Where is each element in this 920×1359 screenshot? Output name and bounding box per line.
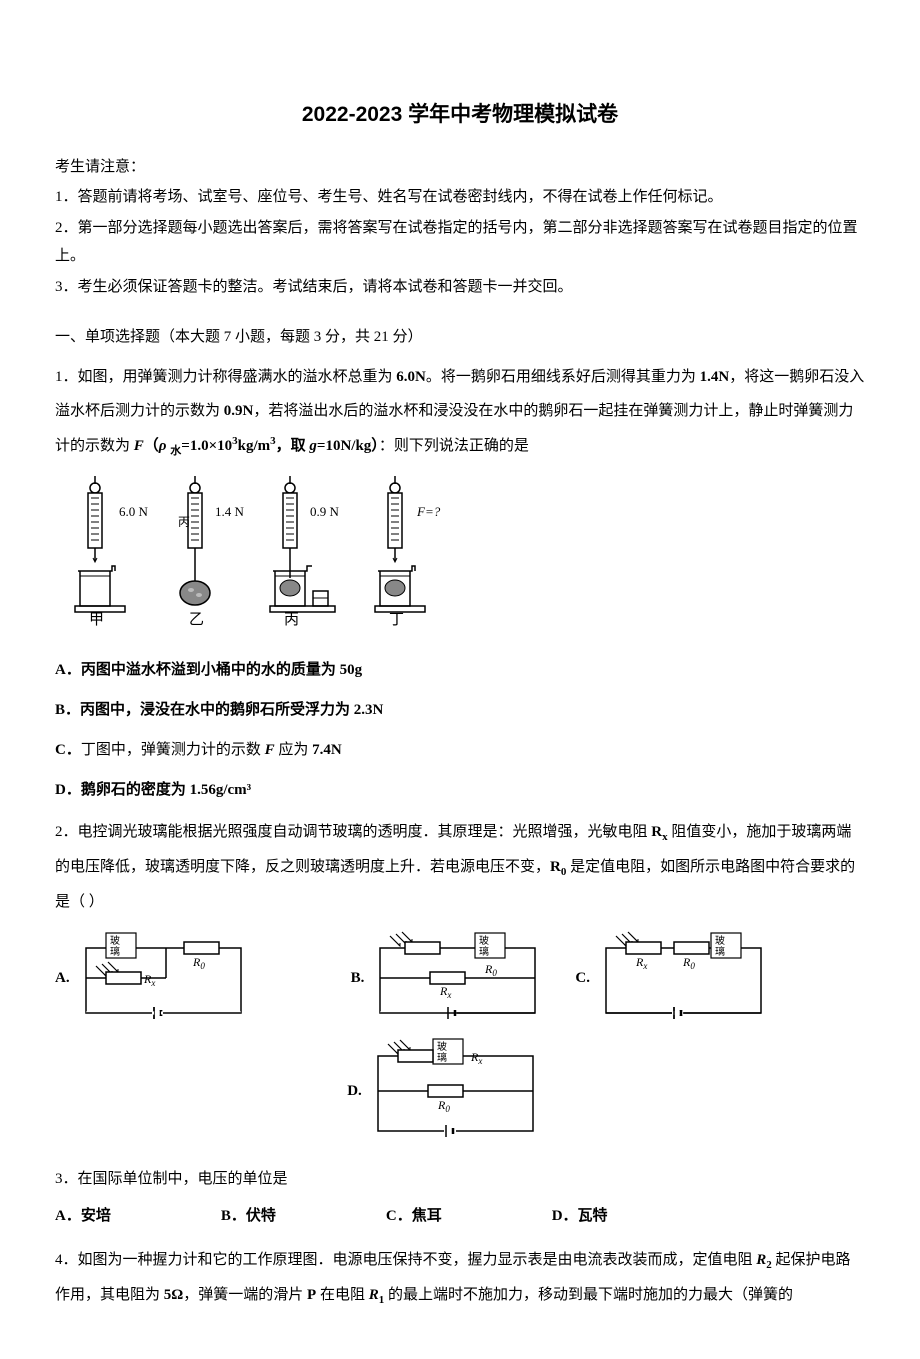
svg-text:丙: 丙	[284, 612, 299, 626]
q1-option-a: A．丙图中溢水杯溢到小桶中的水的质量为 50g	[55, 655, 865, 685]
notice-2: 2．第一部分选择题每小题选出答案后，需将答案写在试卷指定的括号内，第二部分非选择…	[55, 214, 865, 271]
q2-circuit-row-d: D. 玻 璃 Rx R0	[55, 1036, 865, 1146]
svg-text:玻: 玻	[437, 1040, 447, 1053]
svg-text:甲: 甲	[89, 612, 104, 626]
section-1-header: 一、单项选择题（本大题 7 小题，每题 3 分，共 21 分）	[55, 323, 865, 352]
svg-text:6.0 N: 6.0 N	[119, 504, 149, 519]
svg-text:璃: 璃	[479, 945, 489, 958]
svg-text:玻: 玻	[110, 934, 120, 947]
q1-option-d: D．鹅卵石的密度为 1.56g/cm³	[55, 775, 865, 805]
svg-text:Rx: Rx	[143, 972, 155, 988]
svg-text:0.9 N: 0.9 N	[310, 504, 340, 519]
q1-bold-1: 6.0N	[396, 369, 426, 385]
question-2-stem: 2．电控调光玻璃能根据光照强度自动调节玻璃的透明度．其原理是：光照增强，光敏电阻…	[55, 815, 865, 920]
q1-diagram: 6.0 N 甲 丙 1.4 N 乙	[55, 476, 865, 637]
notice-header: 考生请注意：	[55, 153, 865, 182]
q3-option-a: A．安培	[55, 1202, 111, 1231]
q2-label-b: B.	[351, 964, 365, 993]
svg-text:丙: 丙	[178, 515, 190, 529]
q2-circuit-row-abc: A. 玻 璃 Rx R0	[55, 928, 865, 1028]
q3-options: A．安培 B．伏特 C．焦耳 D．瓦特	[55, 1202, 865, 1231]
svg-text:Rx: Rx	[439, 984, 451, 1000]
svg-text:1.4 N: 1.4 N	[215, 504, 245, 519]
svg-text:玻: 玻	[715, 934, 725, 947]
q1-bold-2: 1.4N	[700, 369, 730, 385]
svg-text:R0: R0	[437, 1098, 450, 1114]
svg-text:Rx: Rx	[470, 1050, 482, 1066]
q1-bold-3: 0.9N	[224, 403, 254, 419]
svg-text:璃: 璃	[437, 1051, 447, 1064]
svg-text:玻: 玻	[479, 934, 489, 947]
q2-label-c: C.	[575, 964, 590, 993]
svg-text:璃: 璃	[715, 945, 725, 958]
q2-label-a: A.	[55, 964, 70, 993]
svg-text:璃: 璃	[110, 945, 120, 958]
notice-1: 1．答题前请将考场、试室号、座位号、考生号、姓名写在试卷密封线内，不得在试卷上作…	[55, 183, 865, 212]
q3-option-c: C．焦耳	[386, 1202, 442, 1231]
q1-bold-4: F（ρ 水=1.0×103kg/m3，取 g=10N/kg）	[134, 438, 379, 454]
notice-3: 3．考生必须保证答题卡的整洁。考试结束后，请将本试卷和答题卡一并交回。	[55, 273, 865, 302]
q1-text-part1: 1．如图，用弹簧测力计称得盛满水的溢水杯总重为	[55, 369, 396, 385]
svg-text:R0: R0	[682, 955, 695, 971]
question-1-stem: 1．如图，用弹簧测力计称得盛满水的溢水杯总重为 6.0N。将一鹅卵石用细线系好后…	[55, 360, 865, 464]
question-4-stem: 4．如图为一种握力计和它的工作原理图．电源电压保持不变，握力显示表是由电流表改装…	[55, 1243, 865, 1314]
svg-text:R0: R0	[484, 962, 497, 978]
q2-circuit-d: D. 玻 璃 Rx R0	[347, 1036, 543, 1146]
svg-text:F=?: F=?	[416, 504, 441, 519]
q1-text-part2: 。将一鹅卵石用细线系好后测得其重力为	[426, 369, 700, 385]
svg-text:乙: 乙	[189, 612, 204, 626]
question-3-stem: 3．在国际单位制中，电压的单位是	[55, 1162, 865, 1197]
q2-circuit-c: C. 玻 璃 Rx R0	[575, 928, 771, 1028]
q1-option-c: C．丁图中，弹簧测力计的示数 F 应为 7.4N	[55, 735, 865, 765]
svg-text:R0: R0	[192, 955, 205, 971]
q1-text-part5: ：则下列说法正确的是	[379, 438, 529, 454]
q2-circuit-a: A. 玻 璃 Rx R0	[55, 928, 251, 1028]
q3-option-d: D．瓦特	[552, 1202, 608, 1231]
exam-title: 2022-2023 学年中考物理模拟试卷	[55, 95, 865, 135]
q1-option-b: B．丙图中，浸没在水中的鹅卵石所受浮力为 2.3N	[55, 695, 865, 725]
q2-circuit-b: B. 玻 璃 Rx R0	[351, 928, 546, 1028]
svg-text:丁: 丁	[389, 612, 404, 626]
svg-text:Rx: Rx	[635, 955, 647, 971]
q3-option-b: B．伏特	[221, 1202, 276, 1231]
q2-label-d: D.	[347, 1077, 362, 1106]
